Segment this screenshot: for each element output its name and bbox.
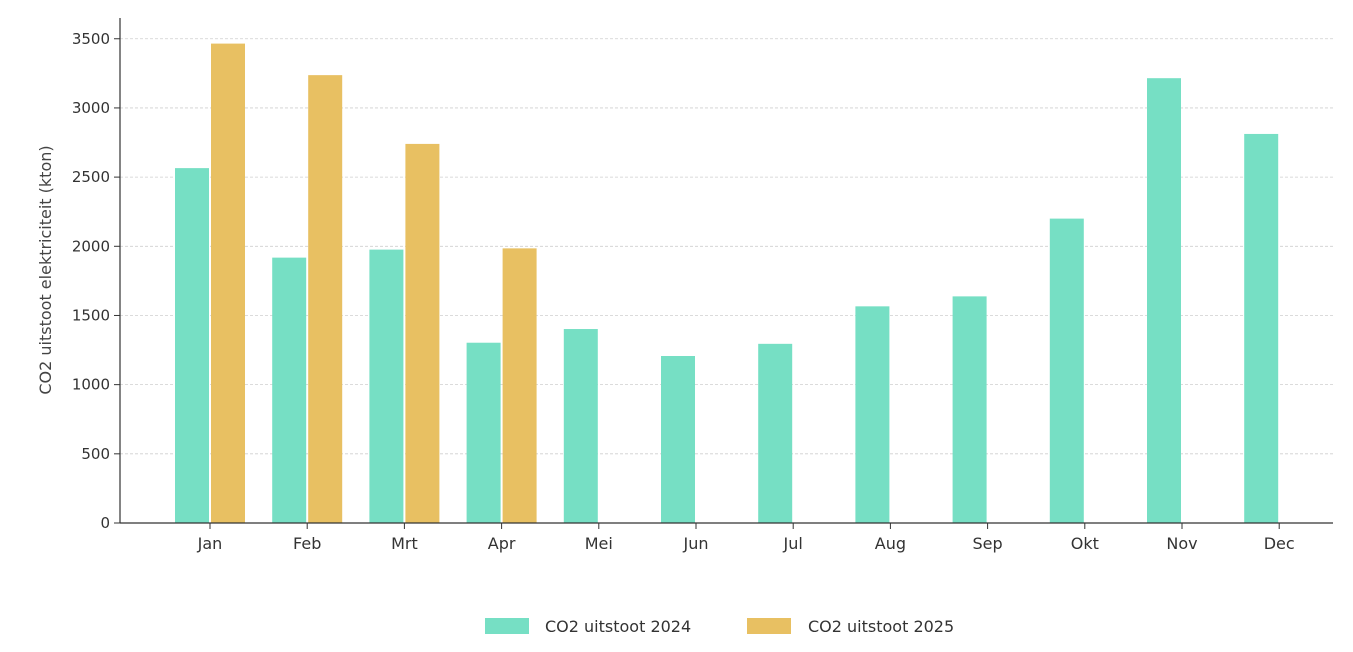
axes xyxy=(119,18,1333,524)
x-tick-label-aug: Aug xyxy=(875,534,906,553)
legend-swatch-2024 xyxy=(485,618,529,634)
y-tick-label: 2500 xyxy=(72,168,110,186)
x-tick-label-okt: Okt xyxy=(1071,534,1099,553)
bar-2024-mei xyxy=(563,329,598,523)
x-tick-labels: Jan Feb Mrt Apr Mei Jun Jul Aug Sep Okt Nov Dec xyxy=(197,523,1295,553)
bar-2025-mrt xyxy=(405,143,440,523)
x-tick-label-mrt: Mrt xyxy=(391,534,418,553)
y-tick-label: 3000 xyxy=(72,99,110,117)
x-tick-label-jul: Jul xyxy=(783,534,803,553)
y-tick-label: 0 xyxy=(100,514,110,532)
bar-2024-feb xyxy=(272,257,307,523)
x-tick-label-apr: Apr xyxy=(488,534,516,553)
x-tick-label-sep: Sep xyxy=(973,534,1003,553)
bar-2025-apr xyxy=(502,248,537,523)
y-axis-title: CO2 uitstoot elektriciteit (kton) xyxy=(36,145,55,394)
bar-2024-okt xyxy=(1049,218,1084,523)
bar-2024-apr xyxy=(466,342,501,523)
y-tick-labels: 0 500 1000 1500 2000 2500 3000 3500 xyxy=(72,30,120,532)
y-tick-label: 1500 xyxy=(72,306,110,324)
bar-2024-jun xyxy=(661,356,695,523)
x-tick-label-mei: Mei xyxy=(585,534,613,553)
x-tick-label-nov: Nov xyxy=(1166,534,1197,553)
bar-2024-jan xyxy=(175,168,209,523)
legend-swatch-2025 xyxy=(747,618,791,634)
legend-label-2024: CO2 uitstoot 2024 xyxy=(545,617,691,636)
bar-2024-dec xyxy=(1244,133,1279,524)
bar-2024-sep xyxy=(952,296,987,523)
y-tick-label: 1000 xyxy=(72,376,110,394)
legend: CO2 uitstoot 2024 CO2 uitstoot 2025 xyxy=(485,617,954,636)
legend-label-2025: CO2 uitstoot 2025 xyxy=(808,617,954,636)
x-tick-label-dec: Dec xyxy=(1264,534,1295,553)
bar-2024-nov xyxy=(1147,78,1181,523)
x-tick-label-jun: Jun xyxy=(683,534,709,553)
x-tick-label-feb: Feb xyxy=(293,534,321,553)
bars xyxy=(175,43,1279,524)
bar-2024-jul xyxy=(758,343,793,523)
x-tick-label-jan: Jan xyxy=(197,534,223,553)
y-tick-label: 3500 xyxy=(72,30,110,48)
bar-2025-feb xyxy=(308,75,343,523)
bar-2025-jan xyxy=(211,43,245,524)
y-tick-label: 500 xyxy=(81,445,110,463)
y-tick-label: 2000 xyxy=(72,237,110,255)
bar-2024-mrt xyxy=(369,249,404,523)
bar-2024-aug xyxy=(855,306,890,523)
